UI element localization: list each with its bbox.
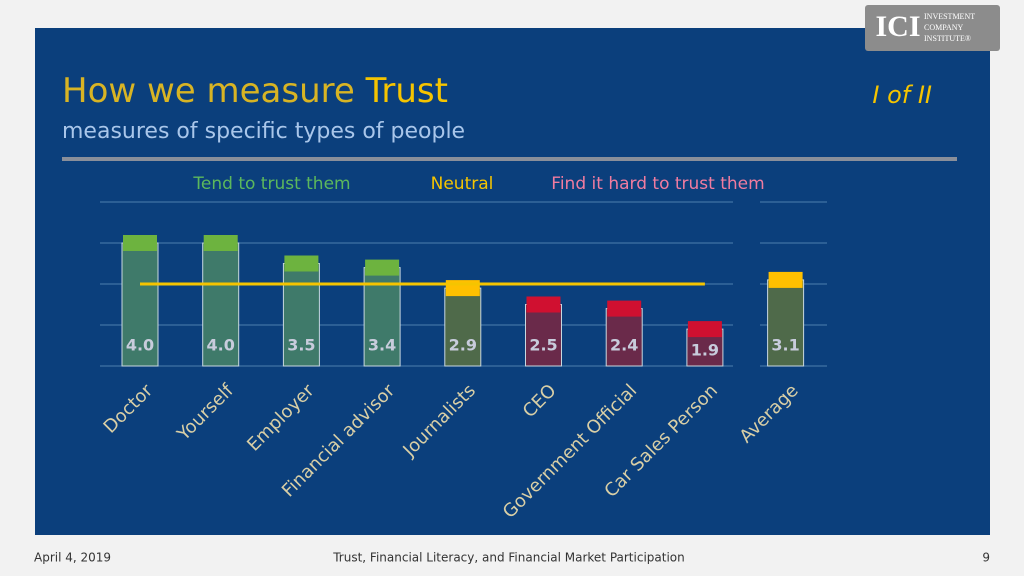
logo-mark: ICI <box>875 10 920 43</box>
page-number: 9 <box>982 551 990 565</box>
value-label: 2.4 <box>610 336 638 355</box>
value-label: 1.9 <box>691 341 719 360</box>
footer-date: April 4, 2019 <box>34 551 111 565</box>
bar-cap <box>284 255 319 272</box>
bar <box>282 263 320 367</box>
slide-panel <box>35 28 990 535</box>
title-emphasis: Trust <box>365 71 448 111</box>
footer-title: Trust, Financial Literacy, and Financial… <box>332 551 685 565</box>
logo-line: INVESTMENT <box>924 12 975 21</box>
logo-line: COMPANY <box>924 23 963 32</box>
bar <box>444 287 482 367</box>
bar-cap <box>526 296 561 313</box>
subtitle: measures of specific types of people <box>62 119 465 144</box>
bar <box>525 304 562 367</box>
bar-cap <box>365 259 400 276</box>
bar-cap <box>687 321 722 338</box>
bar <box>202 242 240 367</box>
value-label: 2.9 <box>449 336 477 355</box>
bar-cap <box>123 235 157 251</box>
zone-label: Neutral <box>431 174 494 194</box>
bar <box>767 279 805 367</box>
title: How we measure Trust <box>62 71 448 111</box>
bar-cap <box>768 271 803 288</box>
bar-cap <box>607 300 642 317</box>
title-main: How we measure <box>62 71 355 111</box>
value-label: 3.5 <box>287 336 315 355</box>
zone-label: Tend to trust them <box>192 174 350 194</box>
value-label: 4.0 <box>207 336 235 355</box>
bar-cap <box>203 235 238 251</box>
value-label: 2.5 <box>529 336 557 355</box>
logo-line: INSTITUTE® <box>924 34 971 43</box>
slide-counter: I of II <box>872 81 932 109</box>
value-label: 4.0 <box>126 336 154 355</box>
logo-box <box>865 5 1000 51</box>
zone-label: Find it hard to trust them <box>551 174 764 194</box>
value-label: 3.4 <box>368 336 396 355</box>
bar <box>121 242 159 367</box>
divider <box>62 157 957 161</box>
value-label: 3.1 <box>771 336 799 355</box>
